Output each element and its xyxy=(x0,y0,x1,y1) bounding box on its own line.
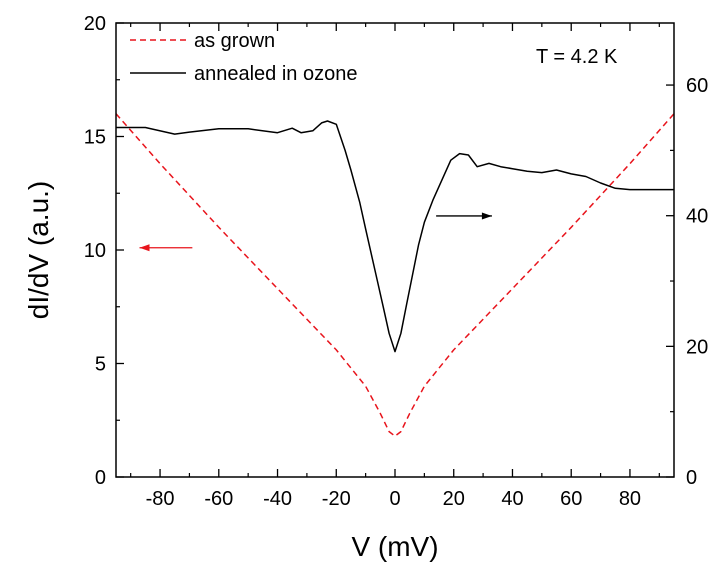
arrow-head xyxy=(139,244,150,252)
x-tick-label: -20 xyxy=(322,488,351,510)
y2-tick-label: 60 xyxy=(686,75,708,97)
x-tick-label: 20 xyxy=(443,488,465,510)
x-tick-label: 60 xyxy=(560,488,582,510)
series-line-as-grown xyxy=(116,113,674,437)
y2-tick-label: 0 xyxy=(686,467,697,489)
x-axis-title: V (mV) xyxy=(351,531,438,562)
x-tick-label: 40 xyxy=(501,488,523,510)
series-layer xyxy=(116,113,674,437)
y-tick-label: 20 xyxy=(84,13,106,35)
series-line-annealed-in-ozone xyxy=(116,120,674,353)
arrows-layer xyxy=(139,212,492,252)
y-tick-label: 0 xyxy=(95,467,106,489)
y2-tick-label: 40 xyxy=(686,206,708,228)
x-tick-label: 0 xyxy=(389,488,400,510)
legend: as grown annealed in ozone xyxy=(130,30,357,85)
y-tick-label: 5 xyxy=(95,354,106,376)
y-tick-label: 10 xyxy=(84,240,106,262)
temperature-annotation: T = 4.2 K xyxy=(536,46,618,68)
x-tick-label: -80 xyxy=(146,488,175,510)
x-tick-label: 80 xyxy=(619,488,641,510)
arrow-head xyxy=(481,212,492,220)
x-tick-label: -40 xyxy=(263,488,292,510)
y2-tick-label: 20 xyxy=(686,336,708,358)
ticks-layer: -80 -60 -40 -20 0 20 40 60 80 0 5 10 15 20 0 20 40 60 xyxy=(84,13,709,510)
x-tick-label: -60 xyxy=(204,488,233,510)
legend-label-annealed-in-ozone: annealed in ozone xyxy=(194,63,357,85)
y-axis-title: dI/dV (a.u.) xyxy=(23,181,54,320)
plot-area xyxy=(116,113,674,437)
plot-frame xyxy=(115,22,675,478)
legend-label-as-grown: as grown xyxy=(194,30,275,52)
y-tick-label: 15 xyxy=(84,127,106,149)
